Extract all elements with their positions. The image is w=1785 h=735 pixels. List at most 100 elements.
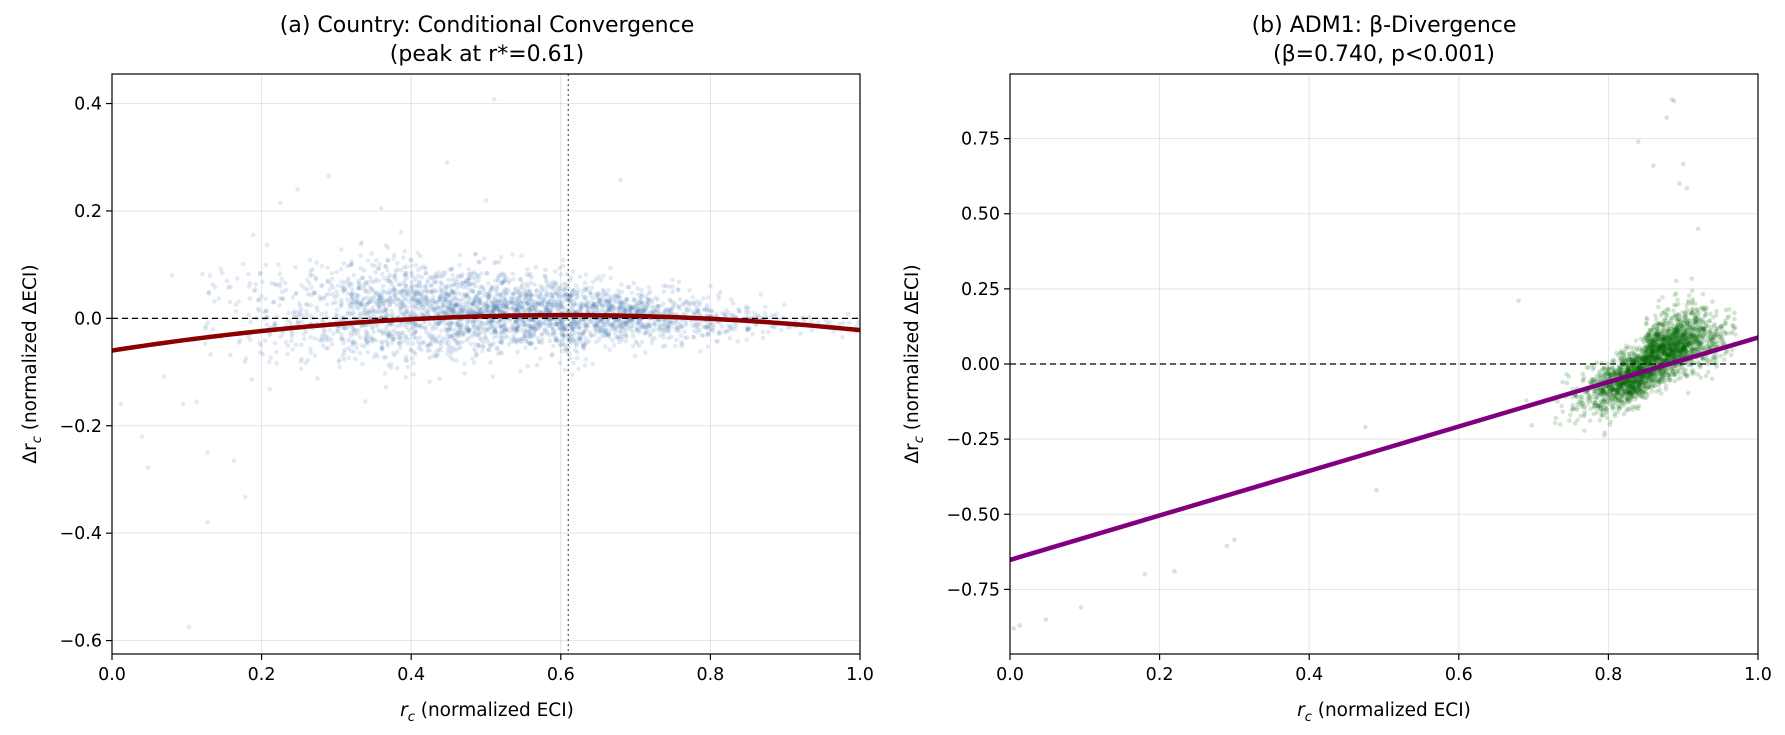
panel-a-data-point (456, 323, 461, 328)
panel-a-data-point (338, 303, 344, 309)
panel-a-data-point (430, 300, 436, 306)
panel-a-data-point (570, 306, 575, 312)
panel-a-data-point (517, 296, 523, 301)
panel-a-data-point (355, 300, 361, 306)
panel-a-data-point (476, 290, 482, 296)
panel-a-data-point (468, 341, 474, 347)
panel-a-data-point (370, 339, 375, 344)
panel-a-data-point (424, 295, 429, 300)
panel-a-data-point (289, 331, 294, 336)
panel-a-data-point (601, 289, 606, 294)
panel-a-xlabel-sub: c (408, 710, 415, 725)
panel-a-data-point (604, 292, 610, 298)
panel-a-data-point (555, 308, 561, 314)
panel-a-data-point (725, 323, 731, 328)
panel-a-data-point (700, 296, 706, 301)
panel-a-data-point (559, 299, 564, 304)
panel-a-data-point (558, 331, 564, 336)
panel-a-data-point (509, 325, 515, 331)
panel-a-data-point (752, 310, 757, 316)
panel-a-data-point (313, 277, 319, 282)
panel-a-data-point (544, 279, 549, 285)
panel-a-data-point (550, 286, 556, 291)
panel-a-data-point (327, 287, 333, 292)
panel-a-data-point (295, 187, 300, 192)
panel-a-data-point (716, 293, 721, 298)
panel-a-data-point (290, 347, 295, 352)
panel-a-data-point (507, 300, 512, 306)
panel-a-data-point (729, 313, 735, 318)
panel-a-data-point (535, 336, 541, 341)
panel-a-data-point (827, 319, 833, 325)
panel-a-data-point (548, 291, 554, 296)
panel-a-data-point (571, 288, 577, 293)
panel-b-data-point (1728, 352, 1734, 358)
panel-a-data-point (544, 304, 549, 310)
panel-a-data-point (423, 302, 428, 308)
panel-a-data-point (398, 302, 404, 307)
panel-a-data-point (476, 259, 481, 265)
panel-a-data-point (375, 309, 381, 315)
panel-a-data-point (574, 343, 579, 349)
panel-a-data-point (676, 325, 681, 331)
panel-a-data-point (489, 285, 495, 290)
panel-a-data-point (432, 274, 437, 279)
panel-a-data-point (525, 267, 530, 272)
panel-a-data-point (538, 284, 543, 289)
panel-a-data-point (456, 346, 461, 351)
panel-a-data-point (277, 281, 283, 287)
panel-a-data-point (492, 297, 498, 302)
panel-a-data-point (585, 307, 591, 313)
panel-a-data-point (432, 311, 438, 316)
panel-a-data-point (442, 291, 448, 296)
panel-a-data-point (477, 318, 483, 324)
panel-a-data-point (486, 281, 491, 286)
panel-a-data-point (476, 296, 482, 302)
panel-a-data-point (472, 296, 478, 302)
panel-a-data-point (510, 276, 516, 282)
panel-a-data-point (299, 319, 305, 325)
panel-a-data-point (704, 325, 710, 331)
panel-a-data-point (312, 353, 318, 358)
panel-a-data-point (577, 325, 582, 331)
panel-a-data-point (444, 160, 450, 165)
panel-a-data-point (516, 300, 521, 305)
panel-a-data-point (592, 303, 597, 309)
panel-a-data-point (602, 344, 608, 349)
panel-a-data-point (466, 267, 471, 272)
panel-a-data-point (532, 345, 538, 351)
panel-a-data-point (410, 284, 415, 289)
panel-a-data-point (440, 303, 446, 309)
panel-a-data-point (301, 336, 307, 342)
panel-a-data-point (351, 331, 357, 337)
panel-a-data-point (642, 326, 648, 331)
panel-a-data-point (359, 300, 364, 305)
panel-a-data-point (273, 349, 279, 355)
panel-a-data-point (590, 279, 596, 285)
panel-a-data-point (416, 273, 421, 279)
panel-a-data-point (272, 281, 278, 287)
panel-a-data-point (502, 326, 508, 332)
panel-a-data-point (557, 360, 563, 366)
panel-a-data-point (376, 328, 381, 334)
panel-a-data-point (570, 269, 576, 275)
panel-a-data-point (524, 328, 530, 334)
panel-a-data-point (462, 371, 468, 376)
panel-a-data-point (750, 332, 755, 337)
panel-a-data-point (495, 275, 501, 281)
panel-a-data-point (531, 304, 537, 310)
panel-a-data-point (250, 232, 256, 238)
panel-a-data-point (368, 286, 374, 292)
panel-a-data-point (399, 304, 404, 310)
panel-a-data-point (385, 267, 390, 273)
panel-a-data-point (498, 273, 504, 278)
panel-a-data-point (605, 306, 610, 312)
panel-a-data-point (432, 300, 438, 306)
panel-a-data-point (515, 349, 520, 355)
panel-a-ylabel-rest: (normalized ΔECI) (20, 264, 41, 436)
panel-a-data-point (371, 354, 377, 360)
panel-a-data-point (312, 336, 318, 341)
panel-a-data-point (299, 342, 304, 347)
panel-a-data-point (460, 329, 466, 335)
panel-a-data-point (527, 342, 533, 347)
